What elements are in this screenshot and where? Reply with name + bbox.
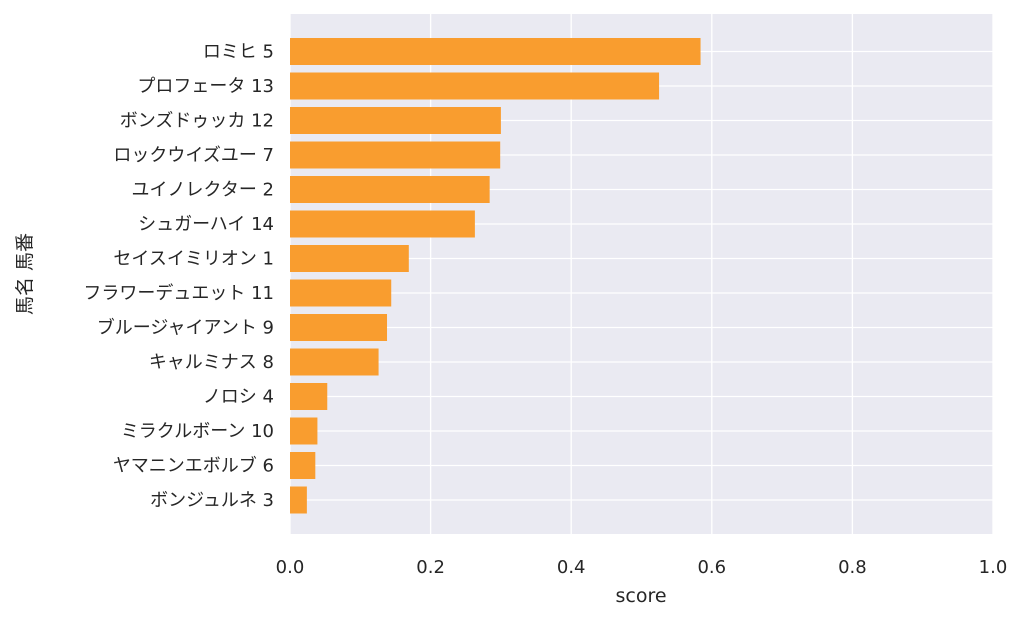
y-tick-label: ロミヒ 5 — [203, 42, 274, 63]
x-tick-label: 0.8 — [838, 557, 867, 578]
x-tick-label: 1.0 — [979, 557, 1008, 578]
bar — [290, 452, 316, 479]
y-tick-label: ブルージャイアント 9 — [97, 317, 274, 339]
x-tick-label: 0.4 — [557, 557, 586, 578]
y-tick-label: ユイノレクター 2 — [132, 180, 274, 201]
y-tick-label: プロフェータ 13 — [137, 76, 274, 97]
bar — [290, 279, 392, 307]
bar — [290, 314, 388, 341]
bar — [290, 245, 409, 272]
x-tick-labels: 0.0 0.2 0.4 0.6 0.8 1.0 — [276, 557, 1008, 578]
plot-area — [290, 14, 993, 534]
bar — [290, 141, 501, 169]
y-tick-labels: ロミヒ 5 プロフェータ 13 ボンズドゥッカ 12 ロックウイズユー 7 ユイノレクタ… — [83, 42, 274, 512]
y-tick-label: ボンズドゥッカ 12 — [120, 111, 274, 132]
y-tick-label: ノロシ 4 — [203, 387, 274, 408]
y-tick-label: ロックウイズユー 7 — [113, 145, 274, 166]
y-axis-label: 馬名 馬番 — [14, 233, 36, 315]
bars — [290, 38, 701, 514]
y-tick-label: シュガーハイ 14 — [138, 214, 274, 235]
bar — [290, 210, 475, 238]
y-tick-label: ボンジュルネ 3 — [150, 490, 274, 511]
x-axis-label: score — [615, 585, 666, 607]
x-tick-label: 0.0 — [276, 557, 305, 578]
bar — [290, 417, 318, 445]
x-tick-label: 0.6 — [697, 557, 726, 578]
bar — [290, 38, 701, 65]
bar — [290, 348, 379, 376]
bar — [290, 176, 490, 203]
y-tick-label: ミラクルボーン 10 — [121, 421, 274, 442]
bar — [290, 486, 307, 514]
y-tick-label: ヤマニンエボルブ 6 — [113, 455, 274, 477]
bar — [290, 107, 501, 134]
y-tick-label: セイスイミリオン 1 — [113, 249, 274, 270]
y-tick-label: キャルミナス 8 — [149, 352, 274, 373]
bar — [290, 72, 660, 100]
bar — [290, 383, 328, 410]
y-tick-label: フラワーデュエット 11 — [83, 283, 274, 304]
x-tick-label: 0.2 — [416, 557, 445, 578]
